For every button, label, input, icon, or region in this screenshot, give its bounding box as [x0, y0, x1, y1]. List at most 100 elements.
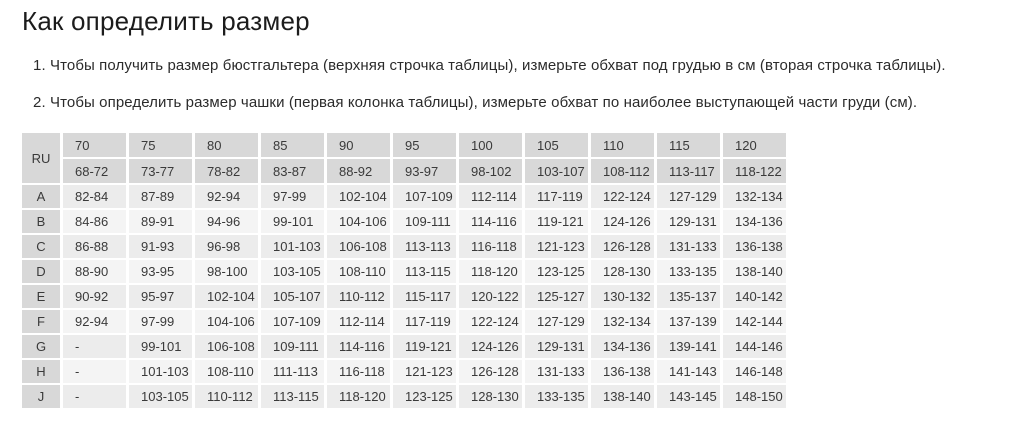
value-cell: 125-127	[525, 285, 588, 308]
value-cell: 132-134	[723, 185, 786, 208]
value-cell: 89-91	[129, 210, 192, 233]
value-cell: 131-133	[657, 235, 720, 258]
value-cell: 92-94	[63, 310, 126, 333]
value-cell: 123-125	[393, 385, 456, 408]
size-guide-section: Как определить размер 1. Чтобы получить …	[22, 6, 1024, 408]
value-cell: 97-99	[129, 310, 192, 333]
value-cell: 119-121	[525, 210, 588, 233]
value-cell: 94-96	[195, 210, 258, 233]
cup-row-B: B 84-86 89-91 94-96 99-101 104-106 109-111 114-…	[22, 210, 786, 233]
value-cell: 82-84	[63, 185, 126, 208]
cup-cell: F	[22, 310, 60, 333]
value-cell: -	[63, 360, 126, 383]
underbust-cell: 93-97	[393, 159, 456, 183]
value-cell: 112-114	[327, 310, 390, 333]
value-cell: 86-88	[63, 235, 126, 258]
band-size-cell: 110	[591, 133, 654, 157]
cup-row-H: H -101-103 108-110 111-113 116-118 121-123 126…	[22, 360, 786, 383]
value-cell: 111-113	[261, 360, 324, 383]
value-cell: 130-132	[591, 285, 654, 308]
band-size-cell: 70	[63, 133, 126, 157]
cup-cell: A	[22, 185, 60, 208]
value-cell: 110-112	[327, 285, 390, 308]
size-table-body: A 82-84 87-89 92-94 97-99 102-104 107-109 112-1…	[22, 185, 786, 408]
value-cell: 133-135	[525, 385, 588, 408]
value-cell: 114-116	[327, 335, 390, 358]
value-cell: 99-101	[129, 335, 192, 358]
value-cell: 129-131	[525, 335, 588, 358]
cup-cell: E	[22, 285, 60, 308]
value-cell: 113-113	[393, 235, 456, 258]
value-cell: 110-112	[195, 385, 258, 408]
underbust-cell: 118-122	[723, 159, 786, 183]
value-cell: 126-128	[459, 360, 522, 383]
value-cell: 108-110	[327, 260, 390, 283]
cup-cell: J	[22, 385, 60, 408]
value-cell: 120-122	[459, 285, 522, 308]
value-cell: 113-115	[261, 385, 324, 408]
value-cell: 117-119	[393, 310, 456, 333]
underbust-cell: 83-87	[261, 159, 324, 183]
cup-row-A: A 82-84 87-89 92-94 97-99 102-104 107-109 112-1…	[22, 185, 786, 208]
cup-cell: H	[22, 360, 60, 383]
value-cell: 136-138	[723, 235, 786, 258]
value-cell: 93-95	[129, 260, 192, 283]
cup-cell: D	[22, 260, 60, 283]
value-cell: 123-125	[525, 260, 588, 283]
value-cell: -	[63, 335, 126, 358]
underbust-row: 68-72 73-77 78-82 83-87 88-92 93-97 98-102 103-…	[22, 159, 786, 183]
band-size-row: RU 70 75 80 85 90 95 100 105 110 115 120	[22, 133, 786, 183]
value-cell: 109-111	[261, 335, 324, 358]
value-cell: 138-140	[723, 260, 786, 283]
underbust-cell: 103-107	[525, 159, 588, 183]
band-size-cell: 75	[129, 133, 192, 157]
value-cell: 87-89	[129, 185, 192, 208]
cup-row-G: G -99-101 106-108 109-111 114-116 119-121 124-…	[22, 335, 786, 358]
band-size-cell: 80	[195, 133, 258, 157]
value-cell: 114-116	[459, 210, 522, 233]
value-cell: 122-124	[591, 185, 654, 208]
cup-cell: G	[22, 335, 60, 358]
underbust-cell: 68-72	[63, 159, 126, 183]
underbust-cell: 108-112	[591, 159, 654, 183]
value-cell: 146-148	[723, 360, 786, 383]
value-cell: 97-99	[261, 185, 324, 208]
value-cell: 101-103	[261, 235, 324, 258]
value-cell: 121-123	[393, 360, 456, 383]
band-size-cell: 95	[393, 133, 456, 157]
cup-row-F: F 92-94 97-99 104-106 107-109 112-114 117-119 1…	[22, 310, 786, 333]
underbust-cell: 113-117	[657, 159, 720, 183]
value-cell: 144-146	[723, 335, 786, 358]
cup-row-E: E 90-92 95-97 102-104 105-107 110-112 115-117 1…	[22, 285, 786, 308]
value-cell: 98-100	[195, 260, 258, 283]
underbust-cell: 73-77	[129, 159, 192, 183]
value-cell: 104-106	[327, 210, 390, 233]
value-cell: 107-109	[261, 310, 324, 333]
value-cell: 119-121	[393, 335, 456, 358]
value-cell: 135-137	[657, 285, 720, 308]
value-cell: 133-135	[657, 260, 720, 283]
value-cell: 103-105	[129, 385, 192, 408]
value-cell: 139-141	[657, 335, 720, 358]
instructions-list: 1. Чтобы получить размер бюстгальтера (в…	[33, 57, 1024, 111]
value-cell: 109-111	[393, 210, 456, 233]
value-cell: 107-109	[393, 185, 456, 208]
cup-row-J: J -103-105 110-112 113-115 118-120 123-125 128…	[22, 385, 786, 408]
value-cell: 121-123	[525, 235, 588, 258]
band-size-cell: 85	[261, 133, 324, 157]
value-cell: 128-130	[459, 385, 522, 408]
band-size-cell: 115	[657, 133, 720, 157]
value-cell: 127-129	[657, 185, 720, 208]
value-cell: 102-104	[195, 285, 258, 308]
value-cell: -	[63, 385, 126, 408]
cup-row-C: C 86-88 91-93 96-98 101-103 106-108 113-113 116…	[22, 235, 786, 258]
value-cell: 101-103	[129, 360, 192, 383]
band-size-cell: 120	[723, 133, 786, 157]
value-cell: 143-145	[657, 385, 720, 408]
value-cell: 103-105	[261, 260, 324, 283]
underbust-cell: 78-82	[195, 159, 258, 183]
value-cell: 129-131	[657, 210, 720, 233]
value-cell: 140-142	[723, 285, 786, 308]
value-cell: 105-107	[261, 285, 324, 308]
value-cell: 116-118	[459, 235, 522, 258]
